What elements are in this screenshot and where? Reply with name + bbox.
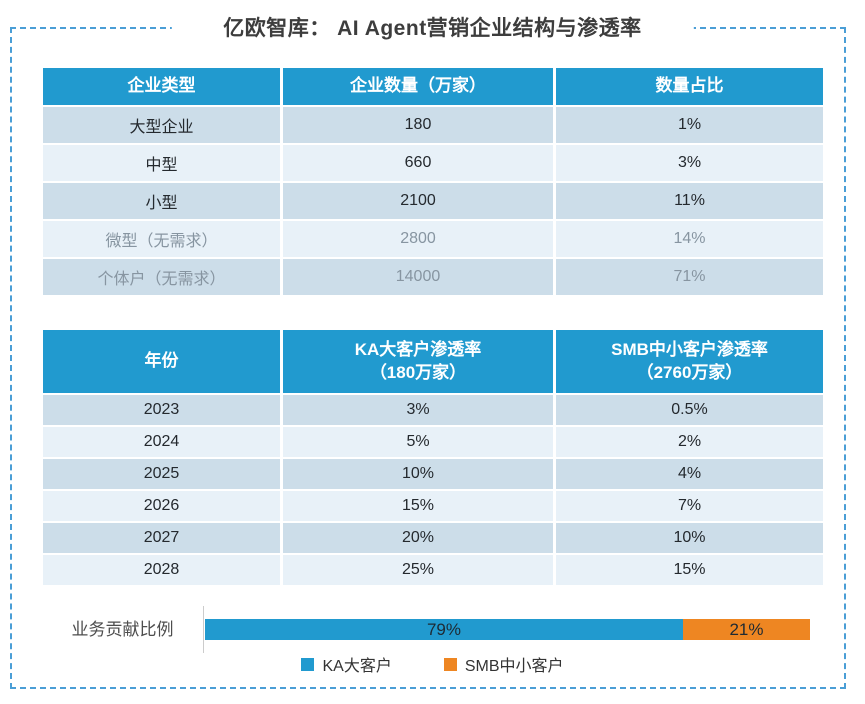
legend: KA大客户 SMB中小客户 (0, 652, 865, 676)
enterprise-count-cell: 2800 (283, 221, 553, 257)
year-cell: 2028 (43, 555, 280, 585)
enterprise-share-cell: 1% (556, 107, 823, 143)
header-subtext: （180万家） (369, 362, 467, 382)
ka-rate-cell: 10% (283, 459, 553, 489)
smb-rate-cell: 2% (556, 427, 823, 457)
legend-label: SMB中小客户 (464, 658, 564, 675)
enterprise-type-cell: 小型 (43, 183, 280, 219)
enterprise-type-cell: 微型（无需求） (43, 221, 280, 257)
header-text: 年份 (144, 351, 179, 371)
year-cell: 2027 (43, 523, 280, 553)
legend-label: KA大客户 (322, 658, 392, 675)
enterprise-count-cell: 660 (283, 145, 553, 181)
enterprise-share-cell: 3% (556, 145, 823, 181)
enterprise-type-cell: 个体户（无需求） (43, 259, 280, 295)
enterprise-share-cell: 14% (556, 221, 823, 257)
penetration-forecast-table: 年份 KA大客户渗透率 （180万家） SMB中小客户渗透率 （2760万家） … (43, 330, 823, 585)
year-cell: 2025 (43, 459, 280, 489)
ka-legend-swatch-icon (301, 657, 315, 671)
ka-bar-segment: 79% (205, 619, 683, 640)
bar-axis-line (203, 606, 204, 653)
smb-rate-cell: 15% (556, 555, 823, 585)
contribution-bar-label: 业务贡献比例 (71, 620, 174, 639)
smb-rate-cell: 4% (556, 459, 823, 489)
legend-item-ka: KA大客户 (301, 652, 392, 676)
enterprise-share-cell: 71% (556, 259, 823, 295)
ka-rate-cell: 5% (283, 427, 553, 457)
header-subtext: （2760万家） (636, 362, 743, 382)
smb-rate-cell: 7% (556, 491, 823, 521)
enterprise-structure-table: 企业类型 企业数量（万家） 数量占比 大型企业 180 1% 中型 660 3%… (43, 68, 823, 295)
year-cell: 2024 (43, 427, 280, 457)
header-text: KA大客户渗透率 (354, 339, 482, 359)
column-header-year: 年份 (43, 330, 280, 393)
smb-legend-swatch-icon (443, 657, 457, 671)
smb-rate-cell: 10% (556, 523, 823, 553)
smb-rate-cell: 0.5% (556, 395, 823, 425)
enterprise-count-cell: 2100 (283, 183, 553, 219)
column-header: 企业数量（万家） (283, 68, 553, 105)
smb-bar-segment: 21% (682, 619, 810, 640)
enterprise-count-cell: 14000 (283, 259, 553, 295)
ka-rate-cell: 15% (283, 491, 553, 521)
column-header: 企业类型 (43, 68, 280, 105)
column-header: 数量占比 (556, 68, 823, 105)
enterprise-share-cell: 11% (556, 183, 823, 219)
header-text: SMB中小客户渗透率 (611, 339, 768, 359)
year-cell: 2026 (43, 491, 280, 521)
enterprise-count-cell: 180 (283, 107, 553, 143)
column-header-ka: KA大客户渗透率 （180万家） (283, 330, 553, 393)
ka-rate-cell: 20% (283, 523, 553, 553)
ka-rate-cell: 3% (283, 395, 553, 425)
year-cell: 2023 (43, 395, 280, 425)
enterprise-type-cell: 大型企业 (43, 107, 280, 143)
contribution-stacked-bar: 79% 21% (205, 619, 810, 640)
legend-item-smb: SMB中小客户 (443, 652, 564, 676)
enterprise-type-cell: 中型 (43, 145, 280, 181)
page-title: 亿欧智库： AI Agent营销企业结构与渗透率 (171, 12, 694, 42)
column-header-smb: SMB中小客户渗透率 （2760万家） (556, 330, 823, 393)
ka-rate-cell: 25% (283, 555, 553, 585)
